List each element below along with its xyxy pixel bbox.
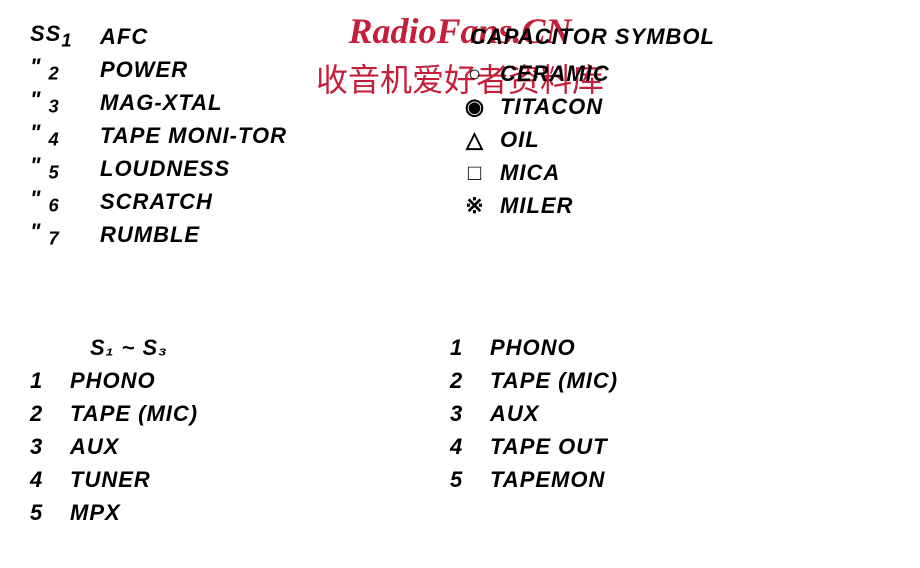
ss-prefix-3: " 3 — [30, 87, 100, 117]
ss-row-4: " 4 TAPE MONI-TOR — [30, 119, 390, 152]
rb-row-1: 1 PHONO — [450, 331, 618, 364]
cap-sym-5: ※ — [450, 193, 500, 219]
ss-col: SS1 AFC " 2 POWER " 3 MAG-XTAL " 4 TAPE … — [30, 20, 390, 251]
s1s3-label-2: TAPE (MIC) — [70, 401, 198, 427]
ss-row-5: " 5 LOUDNESS — [30, 152, 390, 185]
s1s3-label-4: TUNER — [70, 467, 151, 493]
s1s3-label-5: MPX — [70, 500, 121, 526]
s1s3-row-4: 4 TUNER — [30, 463, 390, 496]
s1s3-num-4: 4 — [30, 467, 70, 493]
ss-label-5: LOUDNESS — [100, 156, 230, 182]
cap-sym-3: △ — [450, 127, 500, 153]
cap-row-1: ○ CERAMIC — [450, 57, 715, 90]
s1s3-label-1: PHONO — [70, 368, 156, 394]
cap-label-5: MILER — [500, 193, 573, 219]
cap-row-2: ◉ TITACON — [450, 90, 715, 123]
s1s3-row-2: 2 TAPE (MIC) — [30, 397, 390, 430]
cap-label-3: OIL — [500, 127, 540, 153]
ss-label-3: MAG-XTAL — [100, 90, 222, 116]
ss-prefix-4: " 4 — [30, 120, 100, 150]
rb-num-1: 1 — [450, 335, 490, 361]
rb-num-5: 5 — [450, 467, 490, 493]
ss-prefix-6: " 6 — [30, 186, 100, 216]
top-section: SS1 AFC " 2 POWER " 3 MAG-XTAL " 4 TAPE … — [30, 20, 890, 251]
s1s3-row-3: 3 AUX — [30, 430, 390, 463]
rb-num-3: 3 — [450, 401, 490, 427]
rb-label-5: TAPEMON — [490, 467, 605, 493]
cap-label-4: MICA — [500, 160, 560, 186]
rb-num-4: 4 — [450, 434, 490, 460]
s1s3-col: S₁ ~ S₃ 1 PHONO 2 TAPE (MIC) 3 AUX 4 TUN… — [30, 331, 390, 529]
ss-row-6: " 6 SCRATCH — [30, 185, 390, 218]
s1s3-num-3: 3 — [30, 434, 70, 460]
ss-prefix-2: " 2 — [30, 54, 100, 84]
s1s3-num-2: 2 — [30, 401, 70, 427]
rb-label-4: TAPE OUT — [490, 434, 608, 460]
ss-label-7: RUMBLE — [100, 222, 200, 248]
right-bottom-col: 1 PHONO 2 TAPE (MIC) 3 AUX 4 TAPE OUT 5 … — [450, 331, 618, 529]
capacitor-header: CAPACITOR SYMBOL — [470, 20, 715, 53]
s1s3-row-1: 1 PHONO — [30, 364, 390, 397]
cap-row-3: △ OIL — [450, 123, 715, 156]
cap-row-5: ※ MILER — [450, 189, 715, 222]
ss-label-6: SCRATCH — [100, 189, 213, 215]
cap-sym-4: □ — [450, 160, 500, 186]
rb-row-2: 2 TAPE (MIC) — [450, 364, 618, 397]
rb-num-2: 2 — [450, 368, 490, 394]
ss-row-7: " 7 RUMBLE — [30, 218, 390, 251]
s1s3-header: S₁ ~ S₃ — [90, 331, 390, 364]
s1s3-label-3: AUX — [70, 434, 119, 460]
cap-label-1: CERAMIC — [500, 61, 610, 87]
ss-row-2: " 2 POWER — [30, 53, 390, 86]
ss-prefix-7: " 7 — [30, 219, 100, 249]
cap-row-4: □ MICA — [450, 156, 715, 189]
ss-label-4: TAPE MONI-TOR — [100, 123, 287, 149]
ss-prefix-5: " 5 — [30, 153, 100, 183]
ss-prefix-1: SS1 — [30, 21, 100, 51]
cap-label-2: TITACON — [500, 94, 603, 120]
ss-row-1: SS1 AFC — [30, 20, 390, 53]
ss-label-2: POWER — [100, 57, 188, 83]
rb-label-3: AUX — [490, 401, 539, 427]
rb-row-3: 3 AUX — [450, 397, 618, 430]
rb-row-4: 4 TAPE OUT — [450, 430, 618, 463]
capacitor-col: CAPACITOR SYMBOL ○ CERAMIC ◉ TITACON △ O… — [450, 20, 715, 251]
cap-sym-1: ○ — [450, 61, 500, 87]
s1s3-num-1: 1 — [30, 368, 70, 394]
s1s3-num-5: 5 — [30, 500, 70, 526]
doc-content: SS1 AFC " 2 POWER " 3 MAG-XTAL " 4 TAPE … — [30, 20, 890, 529]
rb-row-5: 5 TAPEMON — [450, 463, 618, 496]
bottom-section: S₁ ~ S₃ 1 PHONO 2 TAPE (MIC) 3 AUX 4 TUN… — [30, 331, 890, 529]
rb-label-2: TAPE (MIC) — [490, 368, 618, 394]
rb-label-1: PHONO — [490, 335, 576, 361]
cap-sym-2: ◉ — [450, 94, 500, 120]
ss-row-3: " 3 MAG-XTAL — [30, 86, 390, 119]
ss-label-1: AFC — [100, 24, 148, 50]
s1s3-row-5: 5 MPX — [30, 496, 390, 529]
